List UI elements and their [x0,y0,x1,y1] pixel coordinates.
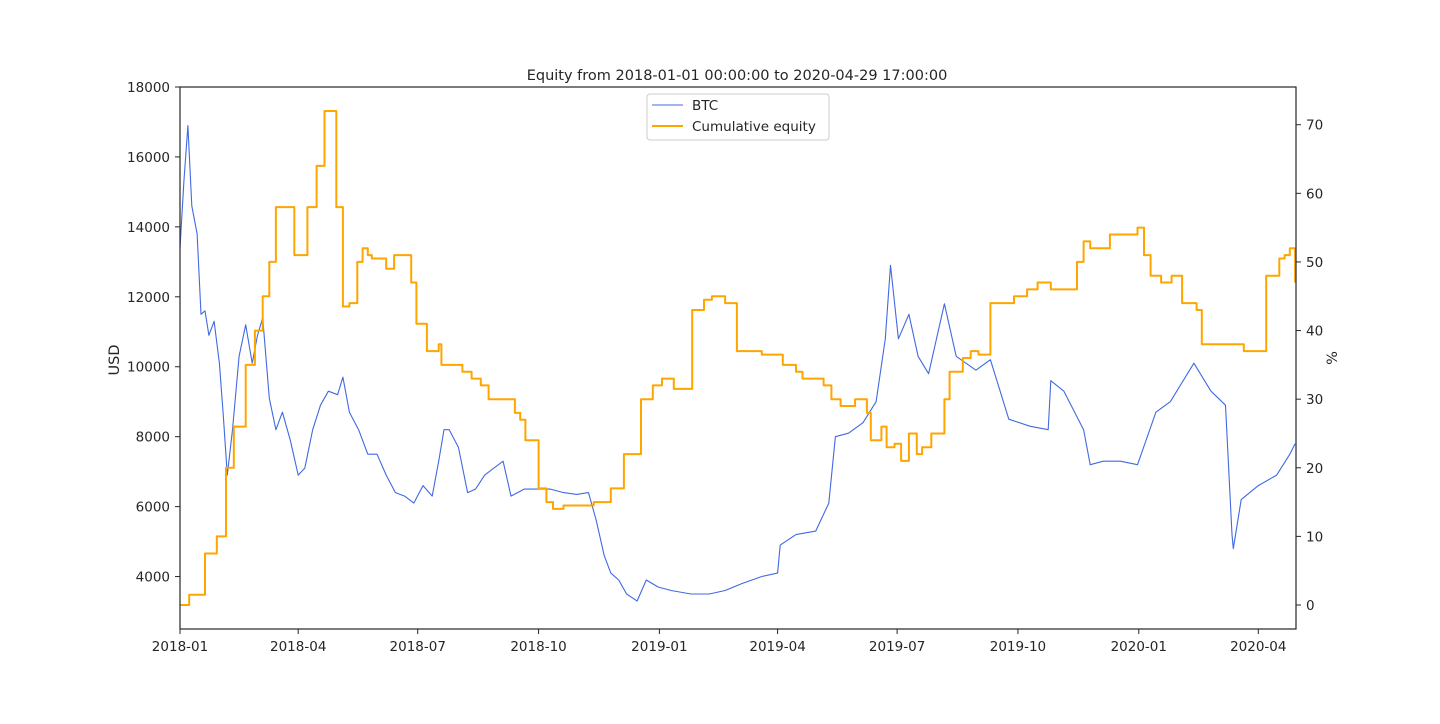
x-tick-label: 2018-10 [510,639,566,655]
y2-tick-label: 0 [1306,598,1315,614]
x-tick-label: 2020-01 [1111,639,1167,655]
plot-frame [179,86,1297,630]
x-tick-label: 2018-01 [152,639,208,655]
y-tick-label: 18000 [127,80,170,96]
legend-label-btc: BTC [692,98,718,114]
y2-tick-label: 40 [1306,324,1323,340]
x-tick-label: 2019-10 [990,639,1046,655]
y-tick-label: 8000 [136,430,170,446]
y-tick-label: 14000 [127,220,170,236]
x-tick-label: 2020-04 [1230,639,1286,655]
y-tick-label: 4000 [136,570,170,586]
x-tick-label: 2019-01 [631,639,687,655]
y2-tick-label: 70 [1306,118,1323,134]
y2-tick-label: 60 [1306,186,1323,202]
y-axis-label: USD [107,345,123,376]
y2-tick-label: 30 [1306,392,1323,408]
y-tick-label: 12000 [127,290,170,306]
series-line-equity [180,110,1297,606]
series-layer [179,110,1297,606]
series-line-btc [179,124,1296,602]
y2-tick-label: 10 [1306,529,1323,545]
x-tick-label: 2019-04 [749,639,805,655]
x-tick-label: 2018-04 [270,639,326,655]
ticks-layer: 2018-01 2018-04 2018-07 2018-10 2019-01 2019-… [127,80,1323,655]
y2-tick-label: 50 [1306,255,1323,271]
y2-tick-label: 20 [1306,461,1323,477]
legend-box [646,93,830,141]
y-tick-label: 6000 [136,500,170,516]
y2-axis-label: % [1325,351,1341,365]
chart-title: Equity from 2018-01-01 00:00:00 to 2020-… [527,68,948,84]
legend-label-equity: Cumulative equity [692,119,816,135]
x-tick-label: 2019-07 [869,639,925,655]
legend: BTC Cumulative equity [646,93,830,141]
x-tick-label: 2018-07 [390,639,446,655]
y-tick-label: 10000 [127,360,170,376]
y-tick-label: 16000 [127,150,170,166]
